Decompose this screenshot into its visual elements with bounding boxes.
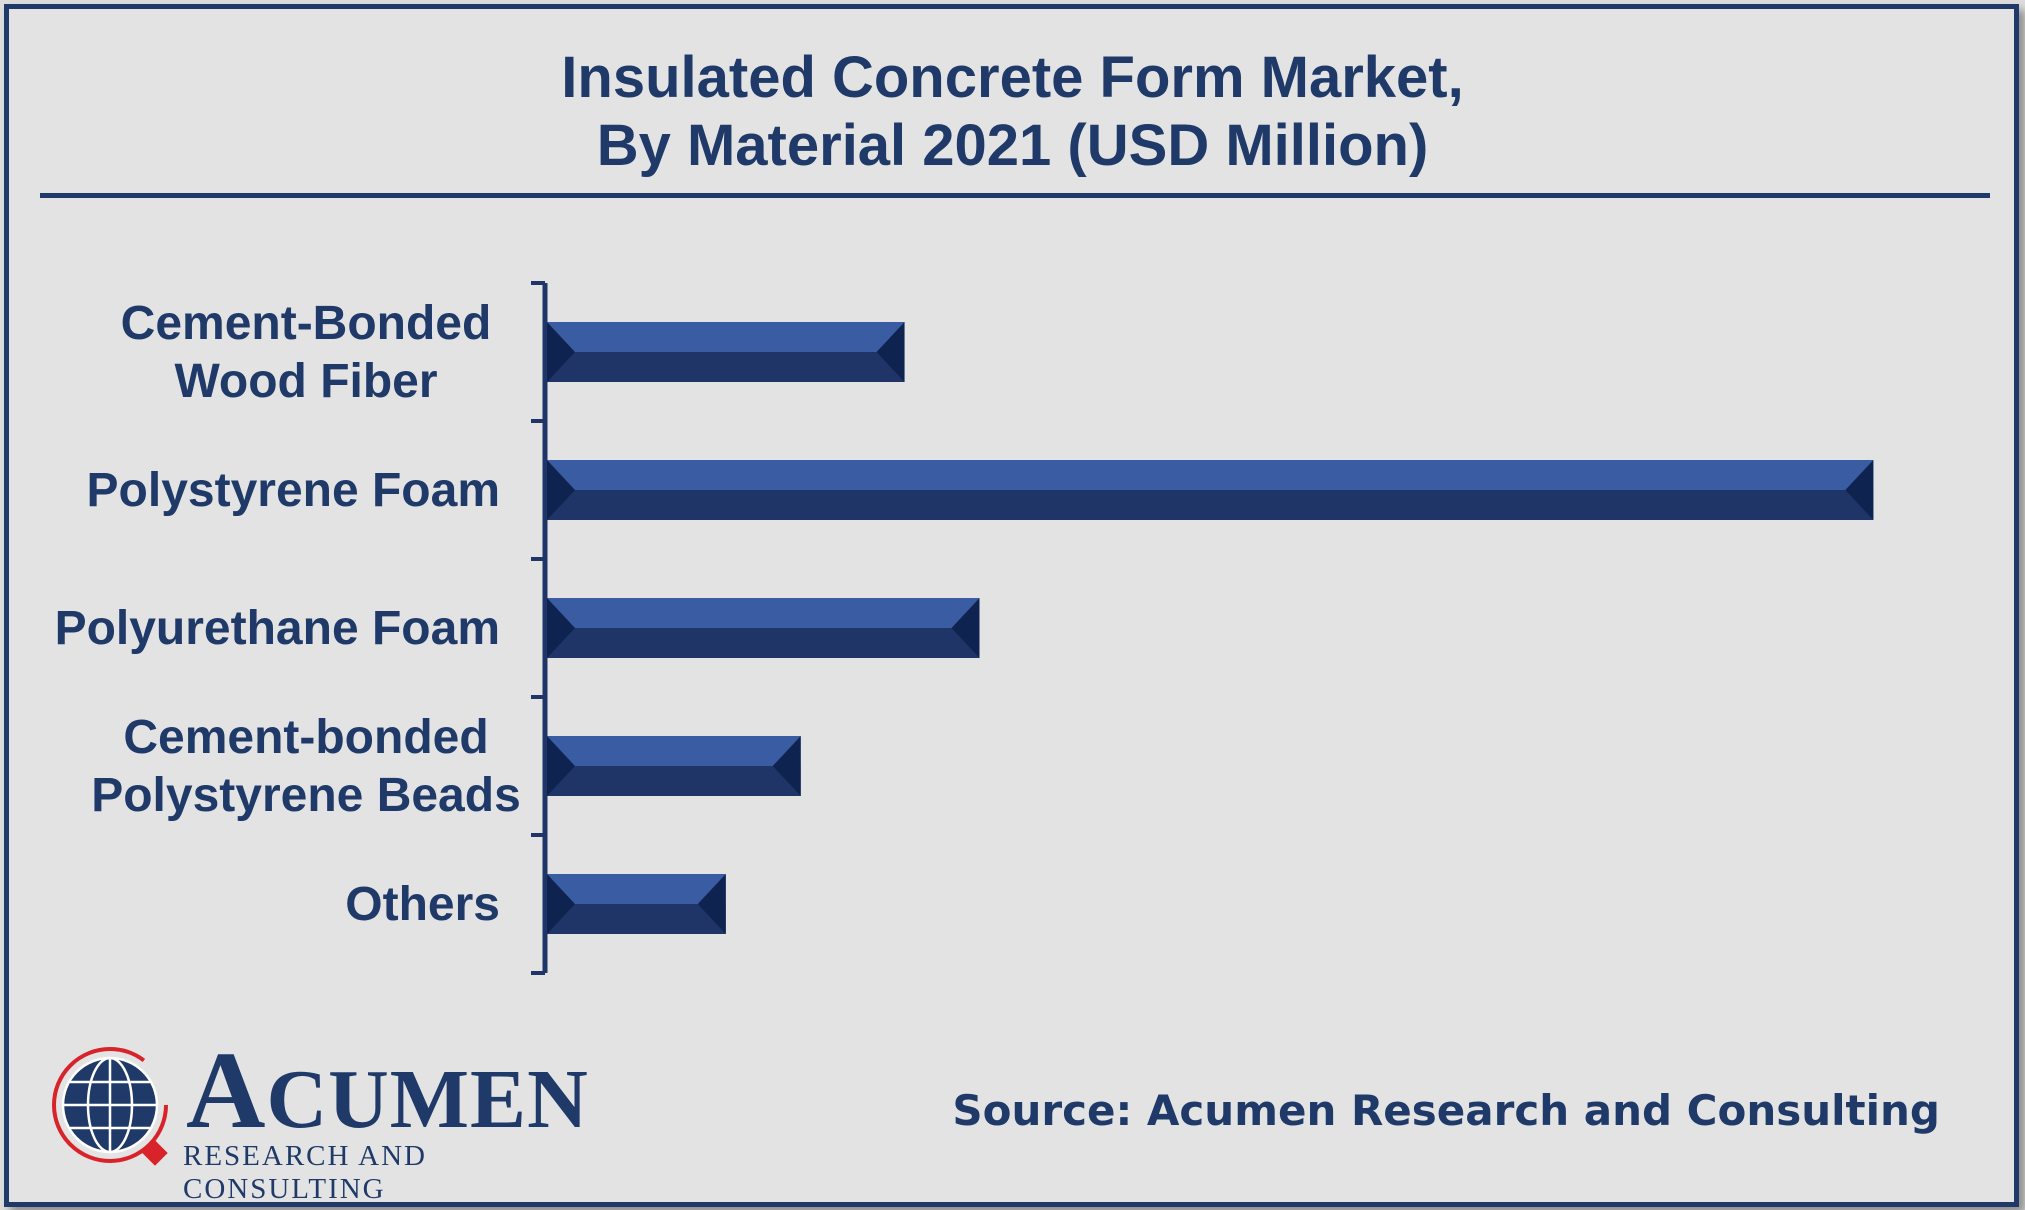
bar-lower-face	[547, 904, 726, 934]
bar-upper-face	[547, 460, 1874, 490]
chart-title: Insulated Concrete Form Market, By Mater…	[0, 44, 2025, 180]
title-divider	[40, 193, 1990, 198]
logo-subtitle: RESEARCH AND CONSULTING	[183, 1140, 427, 1205]
bar-right-bevel	[697, 874, 726, 934]
category-label: Polyurethane Foam	[55, 602, 500, 655]
category-label: Polystyrene Beads	[91, 769, 521, 822]
bar-left-bevel	[547, 322, 575, 382]
bar-left-bevel	[547, 874, 575, 934]
bar-upper-face	[547, 322, 905, 352]
globe-icon	[52, 1047, 168, 1166]
chart-frame	[4, 4, 2019, 1207]
bar-lower-face	[547, 628, 980, 658]
logo-word-first: A	[186, 1029, 267, 1151]
category-label: Cement-Bonded	[121, 297, 492, 350]
bar-left-bevel	[547, 736, 575, 796]
bar	[547, 322, 905, 382]
source-note: Source: Acumen Research and Consulting	[952, 1086, 1940, 1135]
bar	[547, 598, 980, 658]
bar-upper-face	[547, 736, 801, 766]
bar-lower-face	[547, 352, 905, 382]
category-label: Wood Fiber	[174, 355, 437, 408]
bar-right-bevel	[1845, 460, 1874, 520]
bar-right-bevel	[876, 322, 905, 382]
bar-right-bevel	[951, 598, 980, 658]
bar-left-bevel	[547, 460, 575, 520]
bar	[547, 460, 1874, 520]
bar-right-bevel	[772, 736, 801, 796]
category-label: Others	[345, 878, 500, 931]
bar-lower-face	[547, 766, 801, 796]
category-label: Cement-bonded	[123, 711, 488, 764]
bar	[547, 736, 801, 796]
bar-lower-face	[547, 490, 1874, 520]
logo-wordmark: ACUMEN	[186, 1030, 589, 1160]
bar-upper-face	[547, 598, 980, 628]
bar-upper-face	[547, 874, 726, 904]
category-label: Polystyrene Foam	[87, 464, 500, 517]
acumen-logo: ACUMEN RESEARCH AND CONSULTING	[48, 1030, 608, 1205]
bar	[547, 874, 726, 934]
title-line-1: Insulated Concrete Form Market,	[561, 45, 1464, 110]
bar-left-bevel	[547, 598, 575, 658]
title-line-2: By Material 2021 (USD Million)	[596, 113, 1429, 178]
logo-word-rest: CUMEN	[266, 1053, 589, 1146]
